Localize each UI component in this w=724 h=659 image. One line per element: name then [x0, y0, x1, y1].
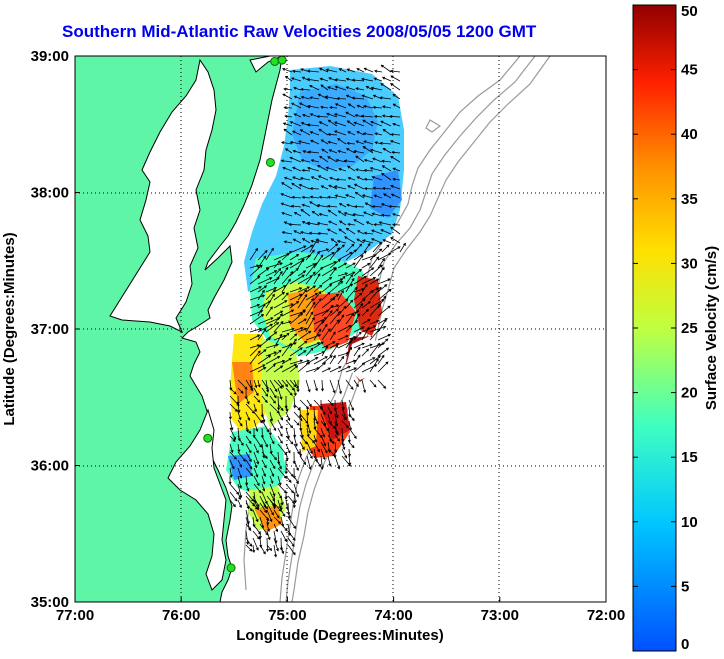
y-tick-label: 36:00: [31, 458, 69, 475]
station-marker: [265, 157, 275, 167]
colorbar-tick-label: 10: [681, 514, 698, 531]
colorbar-tick-label: 40: [681, 126, 698, 143]
y-tick-label: 38:00: [31, 185, 69, 202]
velocity-arrows: [228, 64, 406, 558]
x-tick-label: 72:00: [587, 607, 625, 624]
x-axis-label: Longitude (Degrees:Minutes): [236, 627, 444, 644]
colorbar-tick-label: 50: [681, 3, 698, 20]
y-tick-label: 37:00: [31, 321, 69, 338]
chesapeake-bay: [109, 58, 217, 334]
colorbar-tick-label: 0: [681, 636, 689, 653]
colorbar-tick-label: 35: [681, 191, 698, 208]
x-tick-label: 74:00: [374, 607, 412, 624]
y-tick-label: 35:00: [31, 594, 69, 611]
x-tick-label: 77:00: [56, 607, 94, 624]
colorbar-ticks: 0 5 10 15 20 25 30 35 40 45 50: [633, 3, 698, 653]
velocity-arrow-vectors: [228, 64, 406, 558]
map-title: Southern Mid-Atlantic Raw Velocities 200…: [62, 22, 537, 41]
y-tick-labels: 39:00 38:00 37:00 36:00 35:00: [31, 48, 80, 611]
y-axis-label: Latitude (Degrees:Minutes): [1, 232, 18, 425]
colorbar-tick-label: 5: [681, 578, 689, 595]
colorbar-tick-label: 45: [681, 62, 698, 79]
colorbar-label: Surface Velocity (cm/s): [703, 246, 720, 410]
x-tick-label: 73:00: [481, 607, 519, 624]
colorbar-tick-label: 25: [681, 320, 698, 337]
radar-stations: [203, 56, 287, 573]
station-marker: [270, 56, 280, 66]
colorbar-tick-label: 15: [681, 449, 698, 466]
y-tick-label: 39:00: [31, 48, 69, 65]
station-marker: [277, 56, 287, 65]
station-marker: [226, 563, 236, 573]
station-marker: [203, 433, 213, 443]
colorbar-tick-label: 20: [681, 385, 698, 402]
pamlico-sound: [167, 408, 227, 591]
x-tick-labels: 77:00 76:00 75:00 74:00 73:00 72:00: [56, 597, 625, 624]
colorbar: [632, 4, 677, 652]
colorbar-tick-label: 30: [681, 255, 698, 272]
x-tick-label: 75:00: [268, 607, 306, 624]
x-tick-label: 76:00: [162, 607, 200, 624]
